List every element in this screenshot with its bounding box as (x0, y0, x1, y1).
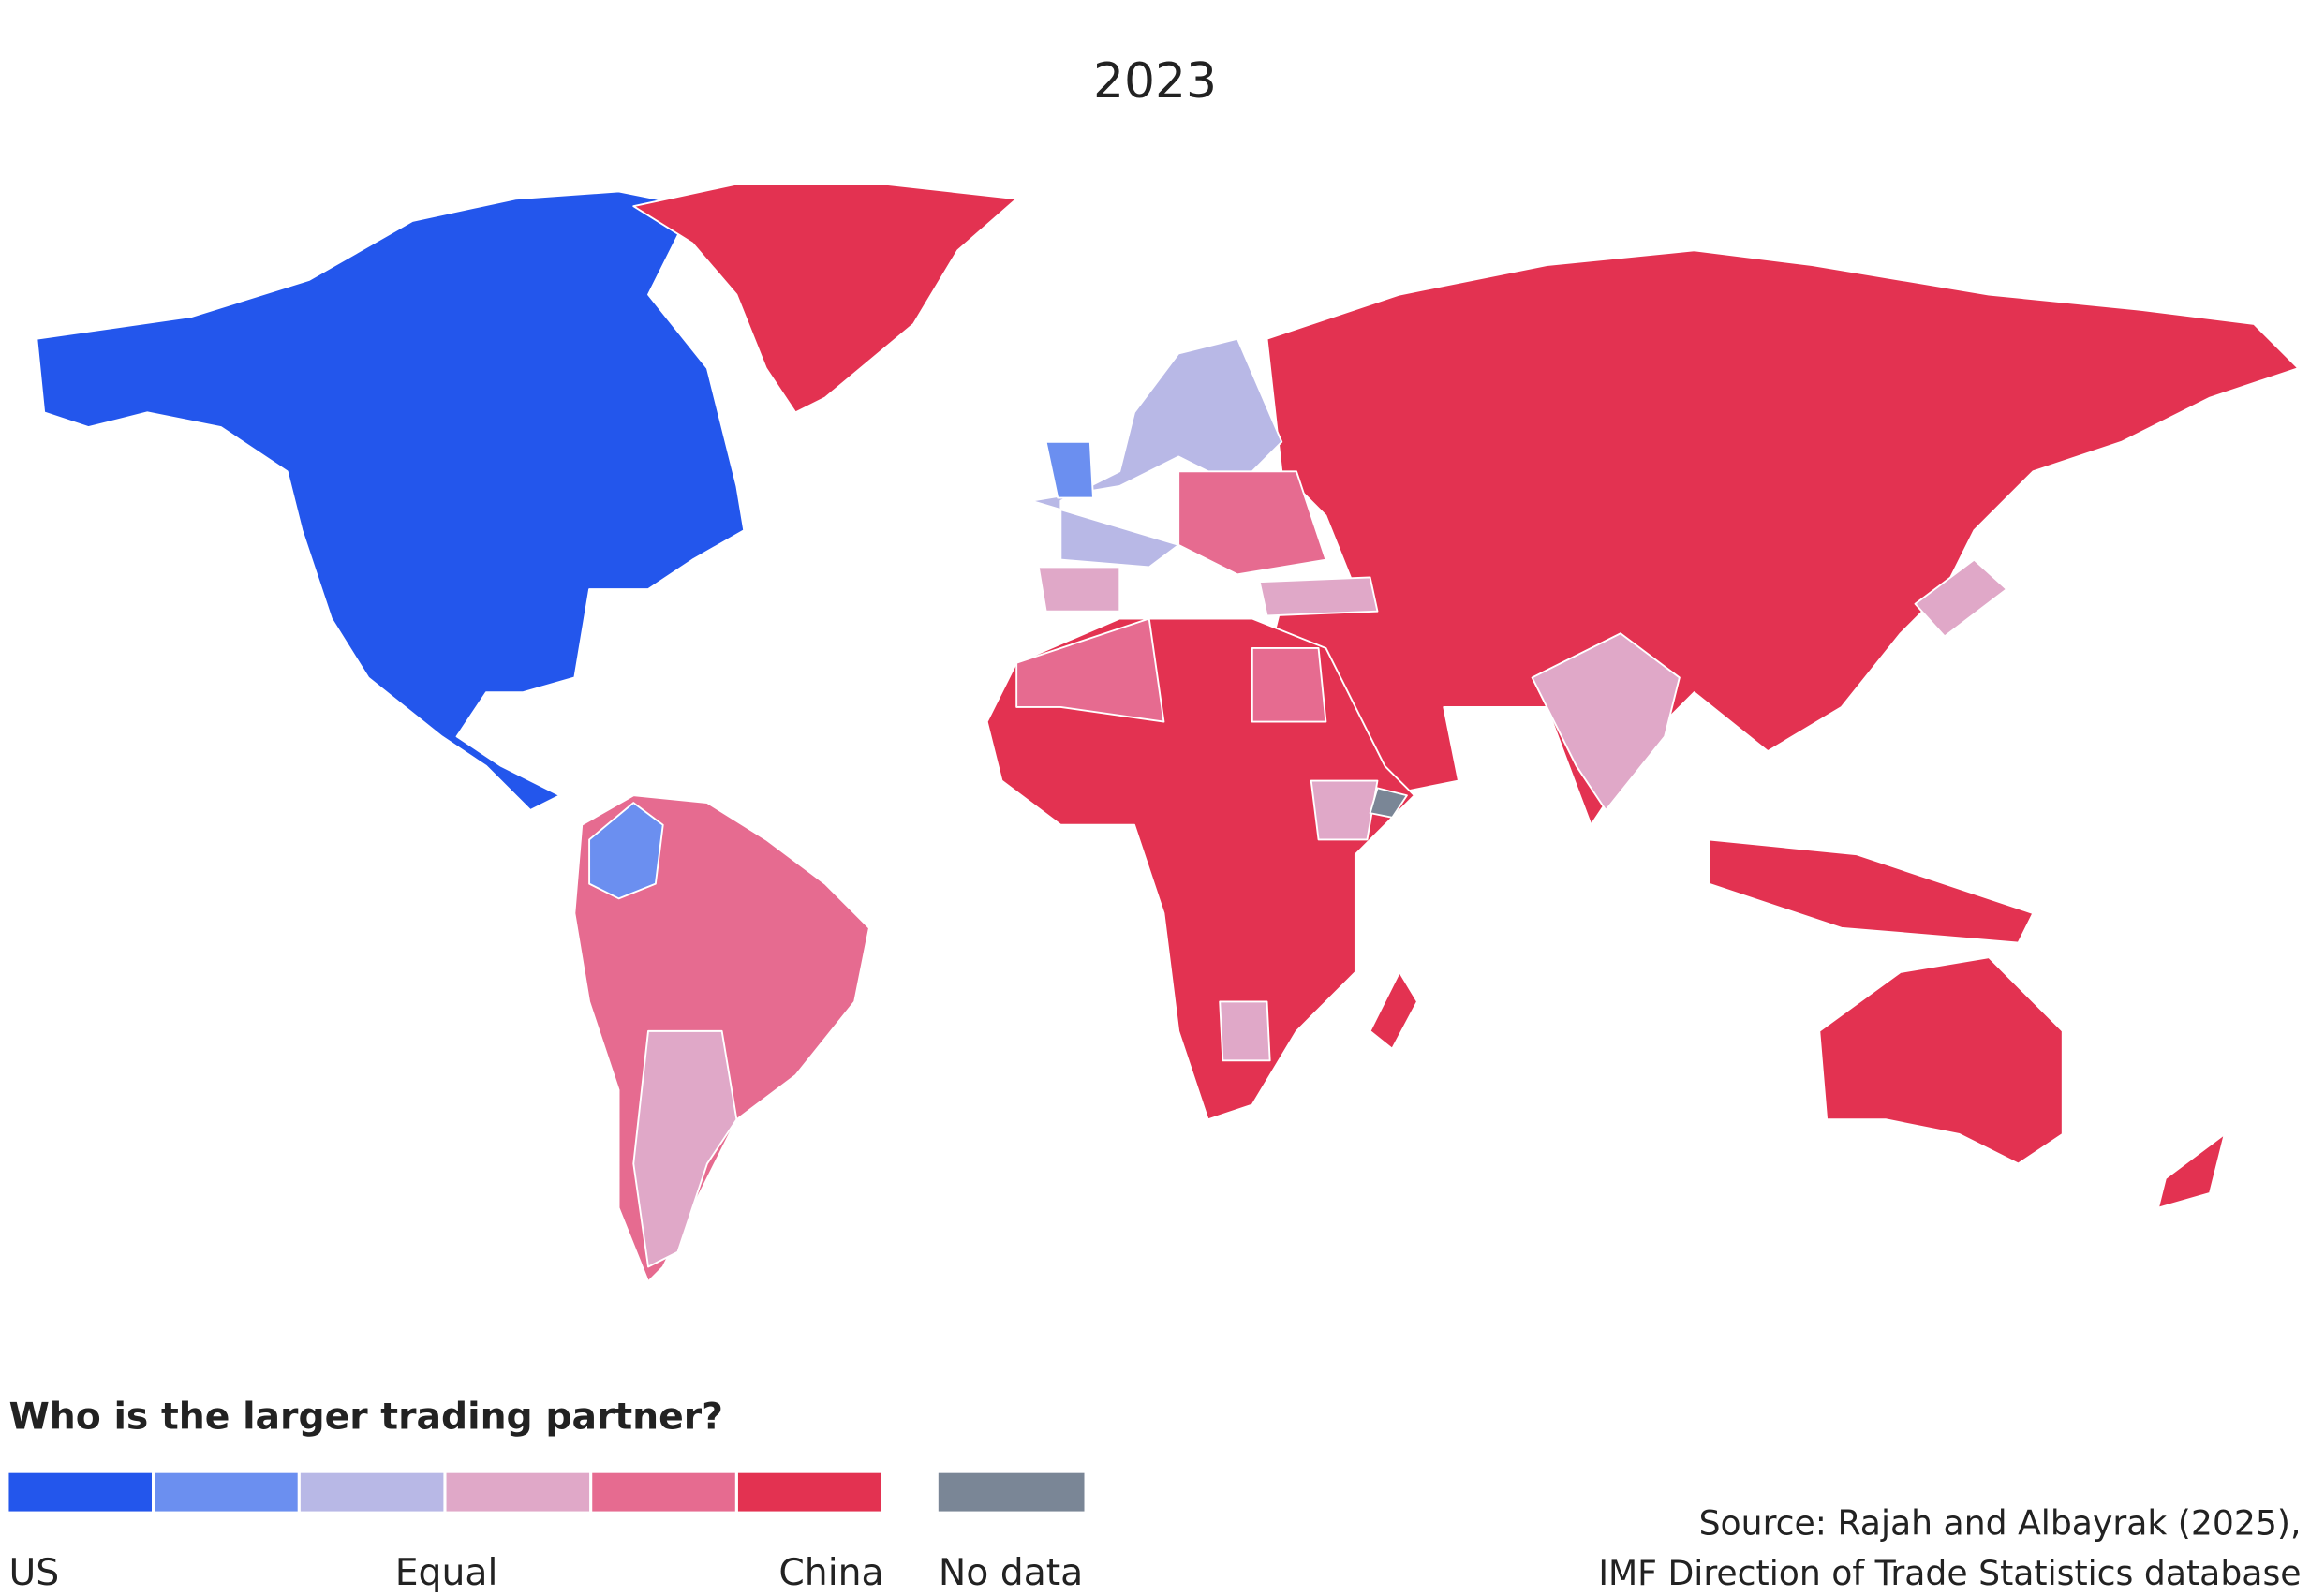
legend-label: Equal (395, 1552, 498, 1594)
source-note: IMF Direction of Trade Statistics databa… (1598, 1553, 2301, 1593)
source-note: Source: Rajah and Albayrak (2025), (1699, 1503, 2302, 1544)
iberia (1037, 566, 1121, 613)
colombia (588, 802, 664, 900)
ethiopia (1310, 779, 1379, 841)
madagascar (1369, 971, 1418, 1050)
legend-swatch (8, 1472, 153, 1512)
legend-label: US (8, 1552, 59, 1594)
eurasia (1266, 249, 2300, 826)
legend-swatch (155, 1472, 298, 1512)
botswana (1219, 1000, 1271, 1062)
india (1531, 632, 1681, 811)
egypt (1251, 647, 1327, 723)
north-africa (1015, 617, 1165, 723)
legend-swatch (446, 1472, 590, 1512)
somalia (1369, 787, 1408, 819)
southeast-asia (1708, 838, 2035, 944)
uk (1044, 440, 1094, 499)
western-europe (1029, 337, 1283, 569)
japan (1914, 558, 2007, 638)
eastern-europe (1177, 470, 1327, 576)
legend-no-data-swatch (938, 1472, 1085, 1512)
new-zealand (2157, 1133, 2226, 1209)
africa (985, 617, 1415, 1121)
legend-swatch (737, 1472, 881, 1512)
north-america (36, 190, 746, 811)
australia (1818, 956, 2064, 1165)
legend-label: China (778, 1552, 883, 1594)
legend-scale (8, 1472, 881, 1512)
legend-swatch (592, 1472, 735, 1512)
legend-title: Who is the larger trading partner? (8, 1396, 723, 1439)
greenland (632, 183, 1018, 414)
map-title: 2023 (1093, 53, 1217, 110)
argentina (632, 1029, 738, 1268)
world-map (36, 183, 2300, 1283)
legend-swatch (300, 1472, 444, 1512)
turkey (1258, 576, 1379, 617)
legend-label: No data (939, 1552, 1083, 1594)
